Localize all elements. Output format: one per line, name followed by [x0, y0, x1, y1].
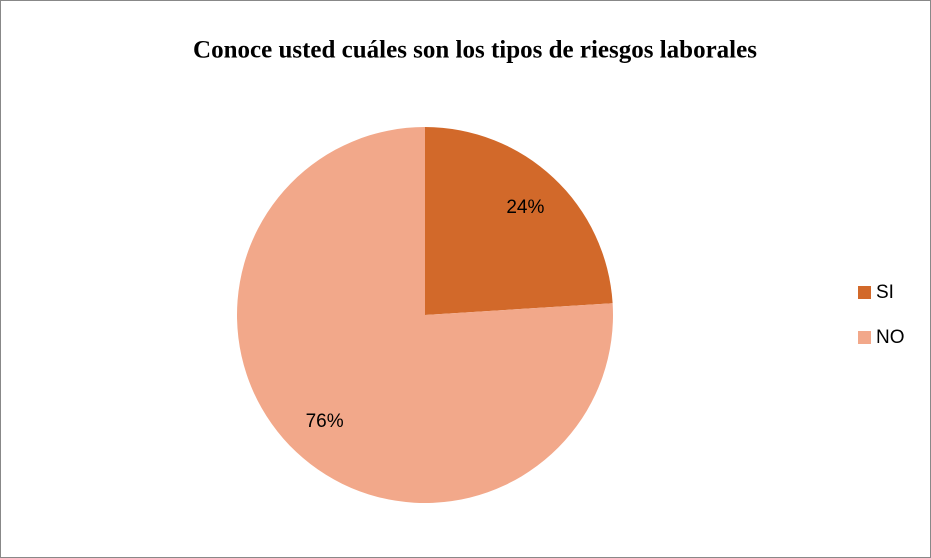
- legend-swatch: [858, 286, 871, 299]
- pie-slice: [237, 127, 613, 503]
- data-label: 76%: [306, 411, 344, 432]
- pie-slice: [425, 127, 613, 315]
- legend-label: SI: [876, 282, 894, 303]
- chart-title: Conoce usted cuáles son los tipos de rie…: [193, 37, 757, 64]
- legend-label: NO: [876, 327, 905, 348]
- legend-swatch: [858, 331, 871, 344]
- data-label: 24%: [506, 197, 544, 218]
